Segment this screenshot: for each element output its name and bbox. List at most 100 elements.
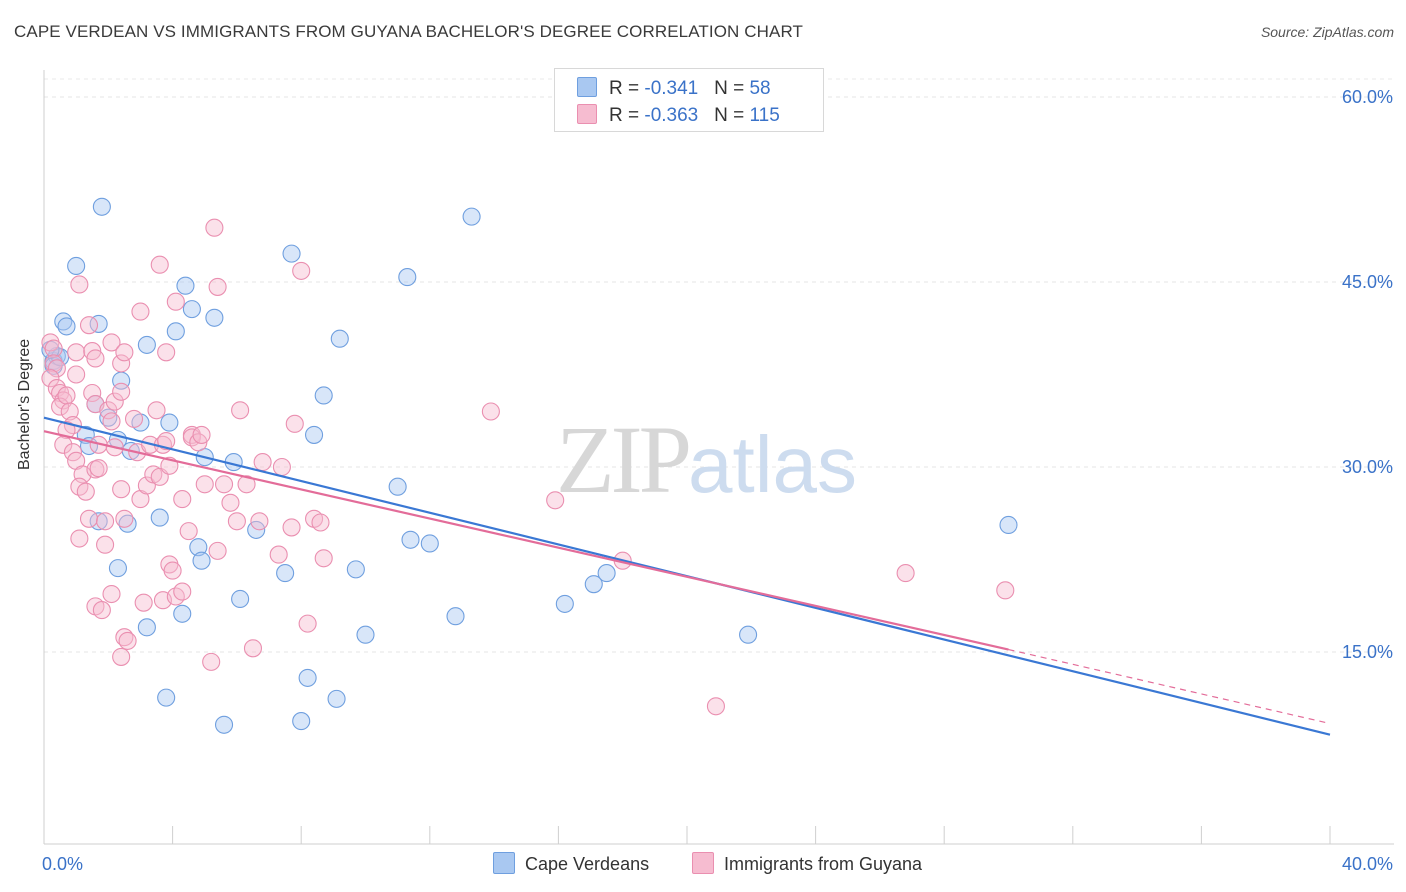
x-tick-label: 0.0% [42, 854, 83, 874]
cape-point [276, 564, 295, 583]
x-tick-label: 40.0% [1342, 854, 1393, 874]
guyana-point [208, 541, 227, 560]
guyana-point [292, 261, 311, 280]
cape-point [356, 625, 375, 644]
guyana-point [214, 475, 234, 494]
cape-point [182, 300, 201, 319]
guyana-point [70, 275, 89, 294]
guyana-point [192, 425, 211, 444]
y-tick-label: 45.0% [1342, 272, 1393, 292]
legend-r-label: R = [609, 105, 645, 126]
cape-point [401, 530, 420, 549]
guyana-point [311, 513, 330, 532]
guyana-swatch-icon [692, 852, 714, 874]
guyana-point [67, 365, 86, 384]
guyana-point [231, 401, 250, 420]
cape-point [305, 425, 324, 444]
guyana-point [173, 490, 192, 509]
guyana-point [173, 582, 192, 601]
guyana-point [195, 475, 214, 494]
legend-r-value: -0.363 [644, 105, 699, 126]
guyana-point [282, 518, 301, 537]
series-legend-guyana[interactable]: Immigrants from Guyana [692, 852, 922, 875]
guyana-point [57, 386, 76, 405]
guyana-point [481, 402, 500, 421]
guyana-point [86, 349, 105, 368]
legend-r-value: -0.341 [644, 78, 699, 99]
guyana-point [896, 564, 915, 583]
guyana-point [115, 343, 134, 362]
stats-legend: R = -0.341 N = 58 R = -0.363 N = 115 [554, 68, 824, 132]
guyana-point [269, 545, 288, 564]
legend-r-label: R = [609, 78, 645, 99]
cape-swatch-icon [577, 77, 597, 97]
guyana-point [79, 316, 99, 335]
cape-point [54, 312, 73, 331]
cape-point [57, 317, 76, 336]
cape-point [388, 477, 407, 496]
cape-point [160, 413, 179, 432]
cape-point [205, 308, 224, 327]
cape-point [89, 314, 108, 333]
cape-point [173, 604, 192, 623]
guyana-point [546, 491, 565, 510]
cape-point [420, 534, 439, 553]
guyana-point [112, 647, 131, 666]
cape-point [298, 668, 317, 687]
guyana-point [996, 581, 1015, 600]
guyana-trend-extension [1008, 648, 1331, 725]
watermark-atlas: atlas [688, 420, 857, 509]
guyana-swatch-icon [577, 104, 597, 124]
guyana-point [243, 639, 263, 658]
cape-point [584, 575, 603, 594]
guyana-point [147, 401, 166, 420]
cape-point [739, 625, 758, 644]
guyana-point [205, 218, 224, 237]
cape-point [150, 508, 169, 527]
guyana-point [92, 601, 111, 620]
series-legend: Cape Verdeans Immigrants from Guyana [0, 852, 1406, 878]
watermark-zip: ZIP [556, 406, 692, 513]
cape-point [398, 268, 417, 287]
guyana-point [157, 343, 176, 362]
y-axis-label: Bachelor's Degree [16, 338, 33, 470]
guyana-point [60, 402, 79, 421]
cape-point [346, 560, 365, 579]
legend-n-label: N = [714, 105, 750, 126]
guyana-point [157, 432, 176, 451]
guyana-point [67, 343, 86, 362]
guyana-trend-line [43, 430, 1009, 651]
guyana-point [237, 475, 256, 494]
cape-verdean-points [41, 197, 1018, 734]
cape-point [330, 329, 349, 348]
guyana-point [51, 397, 70, 416]
y-tick-label: 15.0% [1342, 642, 1393, 662]
guyana-point [253, 453, 272, 472]
guyana-point [298, 614, 317, 633]
guyana-point [112, 354, 131, 373]
guyana-point [76, 482, 95, 501]
y-tick-label: 60.0% [1342, 87, 1393, 107]
cape-point [67, 256, 86, 276]
guyana-point [163, 561, 182, 580]
cape-point [137, 618, 156, 637]
guyana-point [83, 383, 102, 403]
guyana-point [96, 535, 115, 554]
series-legend-cape-label: Cape Verdeans [525, 854, 650, 874]
series-legend-guyana-label: Immigrants from Guyana [724, 854, 923, 874]
guyana-point [314, 549, 333, 568]
guyana-point [131, 302, 150, 321]
cape-point [108, 559, 127, 578]
guyana-point [102, 412, 121, 431]
cape-point [189, 538, 208, 557]
chart-title: CAPE VERDEAN VS IMMIGRANTS FROM GUYANA B… [14, 22, 803, 41]
cape-point [446, 607, 465, 626]
cape-point [166, 322, 185, 341]
series-legend-cape[interactable]: Cape Verdeans [493, 852, 649, 875]
guyana-point [79, 509, 99, 528]
guyana-point [112, 382, 131, 401]
guyana-point [112, 480, 131, 499]
cape-point [92, 197, 111, 216]
guyana-point [150, 255, 169, 274]
